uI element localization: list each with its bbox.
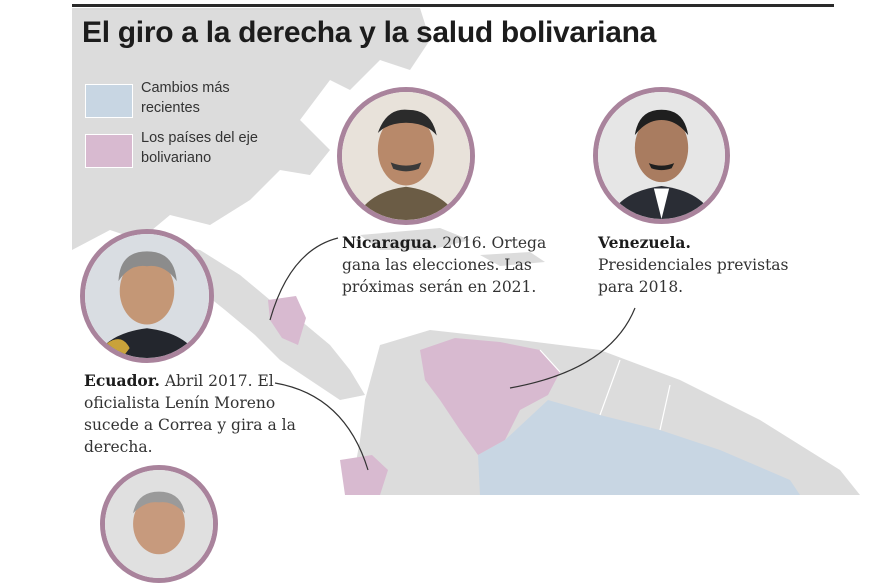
caption-country-venezuela: Venezuela. [598,233,691,252]
region-nicaragua [268,296,306,345]
legend-label-recent: Cambios más recientes [141,80,230,116]
caption-country-ecuador: Ecuador. [84,371,160,390]
legend-label-bolivarian: Los países del eje bolivariano [141,130,258,166]
infographic: El giro a la derecha y la salud bolivari… [72,4,860,583]
page-title: El giro a la derecha y la salud bolivari… [82,16,657,49]
region-ecuador [340,455,388,495]
leader-line-ecuador [274,382,369,471]
portrait-maduro [593,87,730,224]
region-recent-change [478,400,800,495]
legend-swatch-bolivarian [85,134,133,168]
caption-ecuador: Ecuador. Abril 2017. El oficialista Lení… [84,371,296,456]
legend-swatch-recent [85,84,133,118]
portrait-moreno [80,229,214,363]
top-rule [72,4,834,7]
caption-venezuela: Venezuela. Presidenciales previstas para… [598,233,789,296]
leader-line-venezuela [509,307,636,389]
portrait-ortega [337,87,475,225]
caption-nicaragua: Nicaragua. 2016. Ortega gana las eleccio… [342,233,547,296]
portrait-bottom [100,465,218,583]
landmass-north-america [72,8,430,250]
leader-line-nicaragua [269,237,339,321]
region-venezuela [420,338,560,455]
landmass-caribbean [360,228,470,250]
caption-country-nicaragua: Nicaragua. [342,233,438,252]
map-background [72,8,860,495]
